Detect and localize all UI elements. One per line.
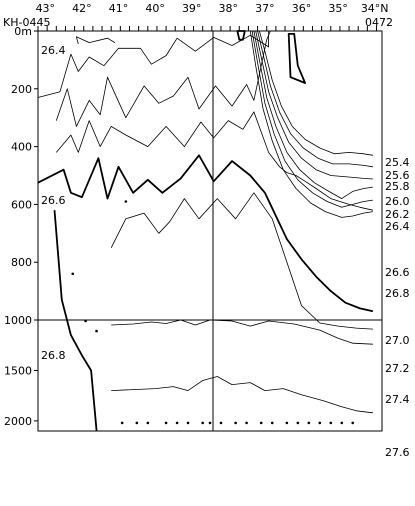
closed-contour bbox=[287, 33, 306, 84]
top-tick-label: 41° bbox=[109, 2, 129, 15]
sample-dot bbox=[201, 421, 204, 425]
sample-dot bbox=[307, 421, 311, 425]
contour-label-right: 25.6 bbox=[385, 169, 410, 182]
contour-label-right: 26.4 bbox=[385, 220, 410, 233]
contour-label-right: 27.2 bbox=[385, 362, 410, 375]
sample-dots bbox=[71, 200, 355, 425]
sample-dot bbox=[84, 319, 87, 323]
sample-dot bbox=[318, 421, 322, 425]
sample-dot bbox=[285, 421, 289, 425]
frontal-isopycnal-line bbox=[257, 30, 373, 168]
frontal-isopycnal-line bbox=[253, 30, 373, 199]
top-tick-label: 39° bbox=[182, 2, 202, 15]
contour-label-right: 26.0 bbox=[385, 195, 410, 208]
bottom-profile-line bbox=[53, 210, 98, 432]
sample-dot bbox=[234, 421, 237, 425]
closed-contour bbox=[236, 30, 246, 41]
y-tick-label: 1500 bbox=[4, 364, 32, 377]
contour-label-right: 26.6 bbox=[385, 266, 410, 279]
station-right-label: 0472 bbox=[365, 16, 393, 29]
y-tick-label: 2000 bbox=[4, 415, 32, 428]
contour-labels: 26.426.626.827.025.425.625.826.026.226.4… bbox=[41, 44, 410, 459]
top-tick-label: 42° bbox=[72, 2, 92, 15]
frontal-isopycnal-line bbox=[249, 30, 373, 218]
sample-dot bbox=[71, 272, 75, 276]
top-tick-label: 37° bbox=[255, 2, 275, 15]
isopycnal-line bbox=[55, 30, 271, 127]
top-tick-label: 36° bbox=[292, 2, 312, 15]
y-tick-label: 0m bbox=[14, 25, 32, 38]
depth-axis: 0m 200 400 600 800 1000 1500 2000 bbox=[4, 25, 38, 428]
frontal-isopycnal-line bbox=[251, 30, 373, 208]
top-tick-label: 40° bbox=[145, 2, 165, 15]
contour-label-right: 27.6 bbox=[385, 446, 410, 459]
sample-dot bbox=[146, 421, 150, 425]
sample-dot bbox=[340, 421, 344, 425]
top-tick-label: 34°N bbox=[361, 2, 389, 15]
top-tick-label: 38° bbox=[219, 2, 239, 15]
top-tick-label: 43° bbox=[36, 2, 56, 15]
sample-dot bbox=[219, 421, 223, 425]
y-tick-label: 400 bbox=[11, 141, 32, 154]
sample-dot bbox=[164, 421, 168, 425]
sample-dot bbox=[186, 421, 190, 425]
frontal-isopycnal-line bbox=[255, 30, 373, 180]
sample-dot bbox=[124, 200, 128, 203]
sample-dot bbox=[329, 421, 333, 425]
y-tick-label: 1000 bbox=[4, 314, 32, 327]
y-tick-label: 200 bbox=[11, 83, 32, 96]
sample-dot bbox=[175, 421, 179, 425]
sample-dot bbox=[245, 421, 248, 425]
contour-label-right: 26.8 bbox=[385, 287, 410, 300]
sample-dot bbox=[95, 329, 98, 333]
plot-frame bbox=[37, 30, 383, 432]
contour-label-left: 26.8 bbox=[41, 349, 66, 362]
isopycnal-contours bbox=[37, 30, 374, 432]
contour-label-right: 27.4 bbox=[385, 393, 410, 406]
sample-dot bbox=[296, 421, 300, 425]
station-left-label: KH-0445 bbox=[3, 16, 50, 29]
contour-label-right: 25.8 bbox=[385, 180, 410, 193]
frontal-isopycnal-line bbox=[259, 30, 373, 156]
isopycnal-line bbox=[55, 111, 373, 211]
contour-label-right: 27.0 bbox=[385, 334, 410, 347]
sample-dot bbox=[135, 421, 139, 425]
sample-dot bbox=[351, 421, 355, 425]
sample-dot bbox=[270, 421, 274, 425]
sample-dot bbox=[259, 421, 263, 425]
y-tick-label: 800 bbox=[11, 256, 32, 269]
isopycnal-line bbox=[111, 319, 373, 345]
isopycnal-line bbox=[111, 376, 373, 414]
isopycnal-line bbox=[37, 154, 374, 313]
contour-label-right: 26.2 bbox=[385, 208, 410, 221]
sample-dot bbox=[208, 421, 212, 425]
top-axis: 43° 42° 41° 40° 39° 38° 37° 36° 35° 34°N bbox=[36, 2, 389, 31]
isopycnal-line bbox=[37, 31, 269, 98]
contour-label-left: 26.4 bbox=[41, 44, 66, 57]
isopycnal-line bbox=[76, 36, 116, 45]
top-tick-label: 35° bbox=[328, 2, 348, 15]
y-tick-label: 600 bbox=[11, 198, 32, 211]
sample-dot bbox=[120, 421, 124, 425]
contour-label-left: 26.6 bbox=[41, 194, 66, 207]
isopycnal-line bbox=[110, 192, 373, 330]
contour-label-right: 25.4 bbox=[385, 156, 410, 169]
